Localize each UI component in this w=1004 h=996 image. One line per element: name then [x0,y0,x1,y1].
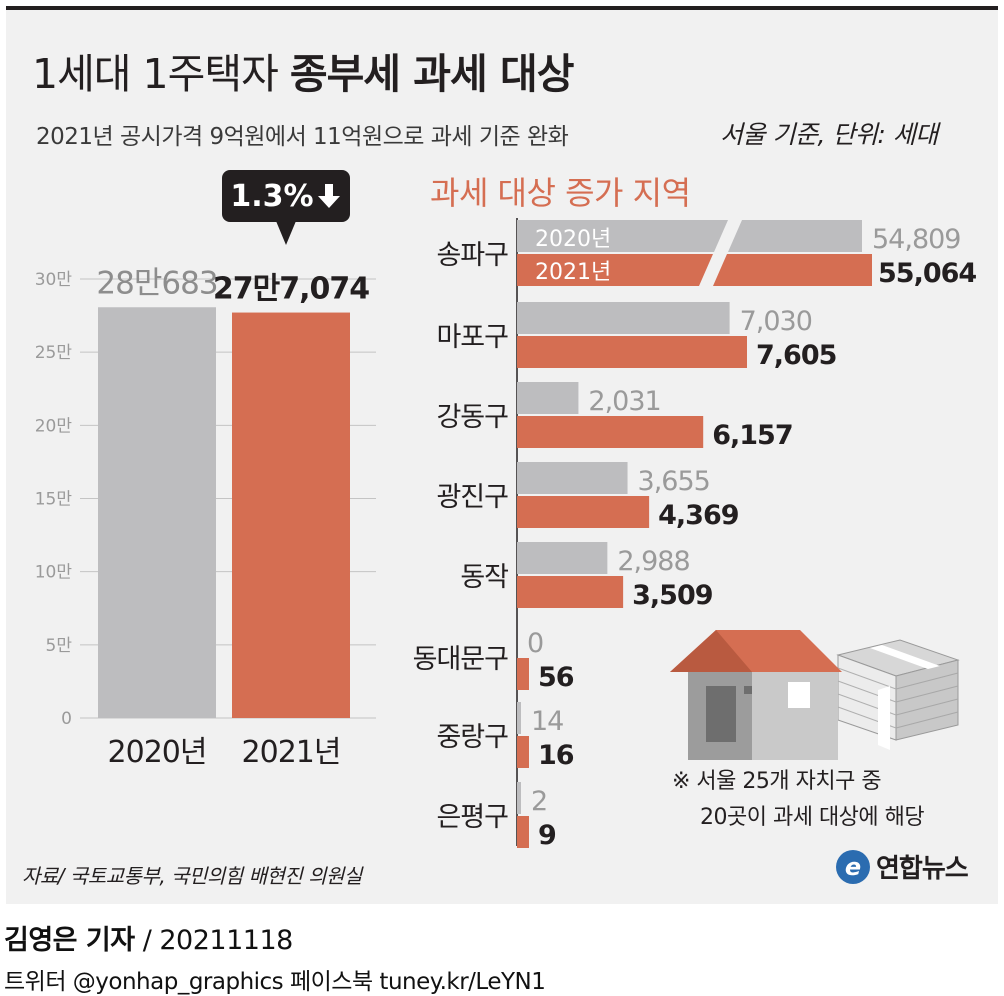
value-label-2020: 54,809 [872,224,960,255]
reporter-date: / 20211118 [134,925,294,956]
bar-2021-송파구 [713,254,872,286]
title-part1: 1세대 1주택자 [32,50,279,98]
bar-2020-광진구 [517,462,628,494]
value-label-2020: 2,988 [617,546,689,577]
category-label: 마포구 [436,322,508,353]
house-icon [670,630,842,760]
y-tick-label: 10만 [35,563,73,583]
yonhap-logo-text: 연합뉴스 [876,854,969,884]
bar-2021-동작 [517,576,624,608]
down-arrow-icon [317,184,340,208]
value-label-2020: 3,655 [638,466,710,497]
category-label: 동작 [460,562,508,593]
value-label-2021: 6,157 [712,420,792,451]
category-label: 광진구 [436,482,508,513]
decrease-badge: 1.3% [222,170,350,222]
value-label-2020: 2,031 [588,386,660,417]
bar-2021-동대문구 [517,658,529,690]
value-label-2021: 9 [538,820,556,851]
reporter-name: 김영은 기자 [4,925,135,956]
bar-2021-은평구 [517,816,529,848]
value-label-2020: 0 [527,628,543,659]
legend-2021: 2021년 [535,260,611,285]
category-label: 동대문구 [413,644,509,675]
bar-value-label: 27만7,074 [213,272,369,307]
y-tick-label: 20만 [35,416,73,436]
source-credit: 자료/ 국토교통부, 국민의힘 배현진 의원실 [22,864,362,888]
category-label: 중랑구 [436,722,508,753]
page-title: 1세대 1주택자 종부세 과세 대상 [32,40,575,100]
money-stack-icon [836,639,960,750]
note-text: ※ 서울 25개 자치구 중 20곳이 과세 대상에 해당 [672,764,925,836]
note-line1: ※ 서울 25개 자치구 중 [672,769,882,794]
value-label-2021: 4,369 [658,500,739,531]
value-label-2020: 7,030 [740,306,812,337]
bar-value-label: 28만683 [96,265,217,301]
x-tick-label: 2021년 [242,735,341,770]
reporter-line: 김영은 기자 / 20211118 [4,918,293,957]
decrease-badge-text: 1.3% [230,178,314,214]
bar-2021-마포구 [517,336,747,368]
category-label: 강동구 [436,402,508,433]
bar-2020년 [98,307,216,718]
category-label: 송파구 [436,240,508,271]
category-label: 은평구 [436,802,508,833]
bar-2021-송파구 [517,254,713,286]
y-tick-label: 15만 [35,490,73,510]
bar-2020-송파구 [728,220,862,252]
social-links[interactable]: 트위터 @yonhap_graphics 페이스북 tuney.kr/LeYN1 [4,969,546,995]
bar-2021-광진구 [517,496,650,528]
value-label-2021: 55,064 [878,258,976,289]
value-label-2021: 7,605 [756,340,836,371]
y-tick-label: 30만 [35,270,73,290]
bar-2020-은평구 [517,782,521,814]
yonhap-logo: e 연합뉴스 [836,848,969,885]
badge-pointer [276,221,296,245]
regions-chart-title: 과세 대상 증가 지역 [430,174,691,212]
bar-2020-송파구 [517,220,728,252]
bar-2021년 [232,312,350,718]
y-tick-label: 0 [61,709,72,729]
yonhap-logo-icon: e [836,849,870,884]
bar-2021-강동구 [517,416,704,448]
value-label-2021: 3,509 [632,580,713,611]
legend-2020: 2020년 [535,227,611,252]
value-label-2021: 16 [538,740,574,771]
unit-note: 서울 기준, 단위: 세대 [720,120,938,149]
bar-2020-중랑구 [517,702,521,734]
value-label-2020: 14 [531,706,563,737]
value-label-2021: 56 [538,662,574,693]
subtitle: 2021년 공시가격 9억원에서 11억원으로 과세 기준 완화 [36,124,569,150]
x-tick-label: 2020년 [108,735,207,770]
y-tick-label: 25만 [35,343,73,363]
note-line2: 20곳이 과세 대상에 해당 [700,805,925,830]
bar-2021-중랑구 [517,736,529,768]
y-tick-label: 5만 [46,636,73,656]
bar-2020-강동구 [517,382,579,414]
bar-2020-동작 [517,542,608,574]
title-part2: 종부세 과세 대상 [289,50,575,98]
value-label-2020: 2 [531,786,547,817]
bar-2020-마포구 [517,302,730,334]
